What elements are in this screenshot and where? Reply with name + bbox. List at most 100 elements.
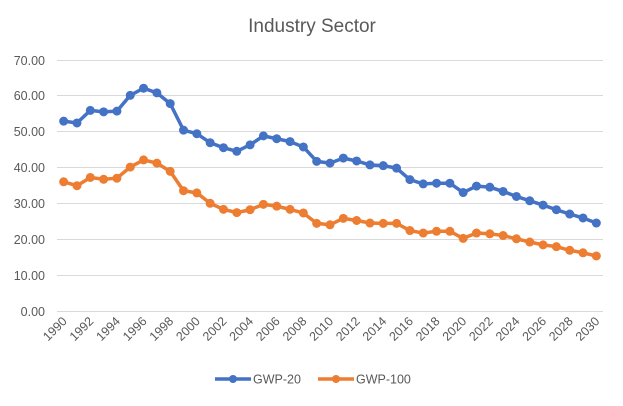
data-point[interactable] [565,245,575,255]
data-point[interactable] [471,181,481,191]
data-point[interactable] [59,116,69,126]
data-point[interactable] [405,226,415,236]
data-point[interactable] [285,204,295,214]
data-point[interactable] [591,218,601,228]
data-point[interactable] [432,226,442,236]
data-point[interactable] [352,156,362,166]
x-tick-label: 2010 [307,314,337,344]
x-tick-label: 2008 [280,314,310,344]
x-tick-label: 2012 [333,314,363,344]
data-point[interactable] [418,179,428,189]
data-point[interactable] [485,182,495,192]
data-point[interactable] [72,181,82,191]
data-point[interactable] [85,172,95,182]
data-point[interactable] [591,251,601,261]
data-point[interactable] [205,138,215,148]
data-point[interactable] [565,209,575,219]
data-point[interactable] [205,198,215,208]
data-point[interactable] [538,240,548,250]
data-point[interactable] [551,242,561,252]
data-point[interactable] [511,234,521,244]
data-point[interactable] [192,129,202,139]
data-point[interactable] [298,208,308,218]
data-point[interactable] [218,204,228,214]
data-point[interactable] [471,228,481,238]
data-point[interactable] [378,161,388,171]
data-point[interactable] [152,88,162,98]
data-point[interactable] [418,228,428,238]
x-tick-label: 2016 [386,314,416,344]
data-point[interactable] [272,201,282,211]
data-point[interactable] [338,153,348,163]
chart-title: Industry Sector [248,16,376,37]
data-point[interactable] [179,186,189,196]
data-point[interactable] [125,90,135,100]
data-point[interactable] [578,248,588,258]
data-point[interactable] [232,208,242,218]
legend-item-gwp-20[interactable]: GWP-20 [215,373,301,387]
data-point[interactable] [538,200,548,210]
data-point[interactable] [365,218,375,228]
data-point[interactable] [525,196,535,206]
x-tick-label: 2006 [253,314,283,344]
data-point[interactable] [152,158,162,168]
data-point[interactable] [218,143,228,153]
data-point[interactable] [112,173,122,183]
data-point[interactable] [338,213,348,223]
data-point[interactable] [192,188,202,198]
data-point[interactable] [458,233,468,243]
x-tick-label: 2028 [546,314,576,344]
data-point[interactable] [392,163,402,173]
data-point[interactable] [258,131,268,141]
data-point[interactable] [99,174,109,184]
data-point[interactable] [112,106,122,116]
data-point[interactable] [485,229,495,239]
data-point[interactable] [498,186,508,196]
data-point[interactable] [165,99,175,109]
data-point[interactable] [312,218,322,228]
data-point[interactable] [165,166,175,176]
data-point[interactable] [445,178,455,188]
data-point[interactable] [99,107,109,117]
data-point[interactable] [139,155,149,165]
data-point[interactable] [139,83,149,93]
data-point[interactable] [325,158,335,168]
data-point[interactable] [232,146,242,156]
data-point[interactable] [85,105,95,115]
legend-item-gwp-100[interactable]: GWP-100 [318,373,411,387]
data-point[interactable] [525,237,535,247]
data-point[interactable] [378,218,388,228]
data-point[interactable] [258,199,268,209]
data-point[interactable] [458,188,468,198]
x-tick-label: 2002 [200,314,230,344]
data-point[interactable] [312,156,322,166]
data-point[interactable] [59,177,69,187]
data-point[interactable] [511,191,521,201]
data-point[interactable] [245,140,255,150]
data-point[interactable] [72,118,82,128]
data-point[interactable] [285,137,295,147]
data-point[interactable] [298,142,308,152]
data-point[interactable] [245,205,255,215]
data-point[interactable] [578,213,588,223]
legend: GWP-20 GWP-100 [215,373,411,387]
x-tick-label: 2004 [227,314,257,344]
data-point[interactable] [445,226,455,236]
data-point[interactable] [365,160,375,170]
data-point[interactable] [352,216,362,225]
x-tick-label: 2020 [440,314,470,344]
data-point[interactable] [405,175,415,185]
data-point[interactable] [498,231,508,241]
data-point[interactable] [179,125,189,135]
data-point[interactable] [325,220,335,230]
data-point[interactable] [125,162,135,172]
data-point[interactable] [392,218,402,228]
legend-swatch-marker [229,375,237,383]
data-point[interactable] [432,178,442,188]
x-tick-label: 1996 [120,314,150,344]
x-tick-label: 2030 [573,314,603,344]
data-point[interactable] [272,134,282,144]
data-point[interactable] [551,205,561,215]
